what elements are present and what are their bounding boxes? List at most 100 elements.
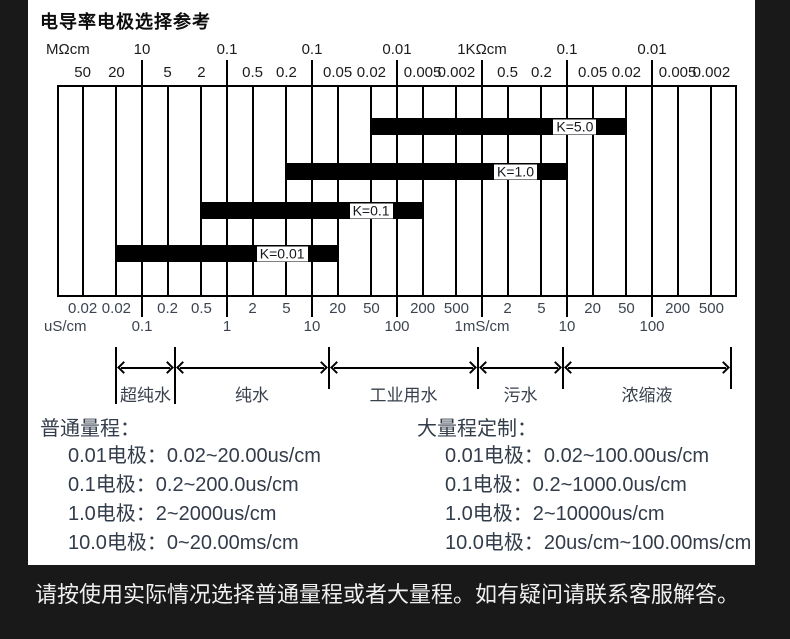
top-major-tick	[481, 60, 483, 85]
top-minor-tick-label: 20	[108, 64, 125, 81]
zone-range-arrow	[179, 367, 324, 369]
top-minor-tick-label: 0.02	[611, 64, 642, 81]
top-minor-tick-label: 0.2	[530, 64, 552, 81]
bottom-major-tick-label: 0.1	[131, 318, 153, 335]
zone-boundary-line	[173, 347, 176, 404]
bottom-minor-tick-label: 0.02	[67, 300, 98, 317]
arrow-head-right-icon	[549, 361, 562, 374]
minor-gridline	[285, 85, 288, 297]
range-spec-line: 10.0电极：20us/cm~100.00ms/cm	[445, 532, 752, 554]
top-minor-tick-label: 0.02	[356, 64, 387, 81]
minor-gridline	[506, 85, 509, 297]
minor-gridline	[81, 85, 84, 297]
water-zone-label: 浓缩液	[621, 386, 673, 405]
top-major-tick-label: 0.01	[382, 41, 412, 58]
top-minor-tick-label: 0.05	[577, 64, 608, 81]
minor-gridline	[540, 85, 543, 297]
top-major-tick	[226, 60, 228, 85]
arrow-head-right-icon	[161, 361, 174, 374]
range-spec-line: 0.01电极：0.02~100.00us/cm	[445, 445, 710, 467]
range-spec-line: 0.1电极：0.2~1000.0us/cm	[445, 474, 687, 496]
major-gridline	[481, 85, 483, 297]
zone-boundary-line	[562, 347, 564, 389]
bottom-minor-tick-label: 200	[665, 300, 691, 317]
minor-gridline	[251, 85, 254, 297]
major-gridline	[651, 85, 653, 297]
bottom-major-tick	[226, 297, 228, 317]
zone-boundary-line	[477, 347, 479, 389]
bottom-minor-tick-label: 500	[698, 300, 724, 317]
bottom-major-tick-label: 10	[303, 318, 321, 335]
range-spec-line: 1.0电极：2~10000us/cm	[445, 503, 665, 525]
bottom-minor-tick-label: 500	[443, 300, 469, 317]
minor-gridline	[166, 85, 169, 297]
arrow-head-left-icon	[564, 361, 577, 374]
major-gridline	[141, 85, 143, 297]
minor-gridline	[421, 85, 424, 297]
custom-range-section: 大量程定制： 0.01电极：0.02~100.00us/cm 0.1电极：0.2…	[417, 416, 751, 558]
minor-gridline	[676, 85, 679, 297]
arrow-head-right-icon	[464, 361, 477, 374]
bottom-minor-tick-label: 20	[584, 300, 601, 317]
zone-range-arrow	[483, 367, 558, 369]
bar-label: K=0.01	[256, 246, 308, 261]
conductivity-selection-chart: 50 0.02 20 0.02 5 0.2 2 0.5 10 0.1 0.5 2 0.2 5 0.1 1 0.0…	[28, 0, 755, 565]
zone-boundary-line	[729, 347, 732, 389]
bottom-minor-tick-label: 5	[537, 300, 546, 317]
major-gridline	[566, 85, 568, 297]
minor-gridline	[710, 85, 713, 297]
minor-gridline	[591, 85, 594, 297]
arrow-head-left-icon	[330, 361, 343, 374]
water-zone-label: 工业用水	[369, 386, 438, 405]
top-minor-tick-label: 5	[163, 64, 172, 81]
arrow-head-left-icon	[176, 361, 189, 374]
major-gridline	[311, 85, 313, 297]
zone-range-arrow	[334, 367, 473, 369]
minor-gridline	[370, 85, 373, 297]
custom-range-header: 大量程定制：	[417, 418, 537, 440]
range-spec-line: 1.0电极：2~2000us/cm	[68, 503, 277, 525]
normal-range-section: 普通量程： 0.01电极：0.02~20.00us/cm 0.1电极：0.2~2…	[40, 416, 321, 558]
arrow-head-left-icon	[117, 361, 130, 374]
top-minor-tick-label: 0.002	[437, 64, 476, 81]
top-minor-tick-label: 0.002	[692, 64, 731, 81]
bottom-major-tick-label: 1mS/cm	[454, 318, 510, 335]
top-major-tick	[311, 60, 313, 85]
bottom-minor-tick-label: 2	[503, 300, 512, 317]
cell-constant-range-bar: K=5.0	[371, 118, 627, 135]
range-spec-line: 10.0电极：0~20.00ms/cm	[68, 532, 299, 554]
arrow-head-right-icon	[315, 361, 328, 374]
bottom-minor-tick-label: 5	[282, 300, 291, 317]
arrow-head-right-icon	[717, 361, 730, 374]
bottom-major-tick	[141, 297, 143, 317]
zone-boundary-line	[328, 347, 330, 389]
bottom-minor-tick-label: 200	[410, 300, 436, 317]
top-major-tick-label: 0.01	[637, 41, 667, 58]
content-card: 电导率电极选择参考 50 0.02 20 0.02 5 0.2 2 0.5 10 0.1 0.5 2 0…	[28, 0, 755, 565]
bottom-minor-tick-label: 0.5	[190, 300, 212, 317]
water-zone-label: 纯水	[234, 386, 269, 405]
bottom-axis-unit-label: uS/cm	[44, 318, 87, 335]
top-major-tick-label: 0.1	[216, 41, 238, 58]
bottom-minor-tick-label: 2	[248, 300, 257, 317]
top-major-tick-label: 10	[133, 41, 151, 58]
top-minor-tick-label: 2	[197, 64, 206, 81]
top-major-tick-label: 0.1	[301, 41, 323, 58]
major-gridline	[226, 85, 228, 297]
footer-note-bar: 请按使用实际情况选择普通量程或者大量程。如有疑问请联系客服解答。	[0, 565, 790, 639]
cell-constant-range-bar: K=1.0	[286, 163, 567, 180]
minor-gridline	[336, 85, 339, 297]
zone-range-arrow	[568, 367, 726, 369]
bar-label: K=0.1	[349, 203, 393, 218]
bottom-major-tick	[481, 297, 483, 317]
top-minor-tick-label: 50	[74, 64, 91, 81]
bottom-major-tick	[566, 297, 568, 317]
top-minor-tick-label: 0.05	[322, 64, 353, 81]
top-major-tick	[396, 60, 398, 85]
bottom-major-tick-label: 100	[639, 318, 665, 335]
normal-range-header: 普通量程：	[40, 418, 140, 440]
bar-label: K=5.0	[553, 119, 597, 134]
top-major-tick-label: 0.1	[556, 41, 578, 58]
major-gridline	[396, 85, 398, 297]
minor-gridline	[625, 85, 628, 297]
